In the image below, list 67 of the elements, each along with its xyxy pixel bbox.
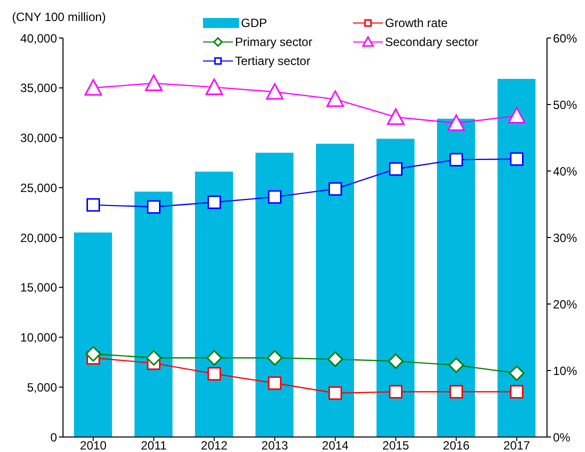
bar [437, 118, 475, 437]
point [266, 83, 284, 100]
bar [376, 138, 414, 437]
point [86, 346, 101, 362]
point [448, 114, 465, 131]
bar [134, 192, 172, 437]
x-tick-label: 2015 [382, 438, 410, 452]
y-tick-label: 5,000 [26, 380, 58, 394]
point [510, 385, 524, 399]
bar [195, 172, 233, 437]
x-tick-label: 2014 [322, 438, 349, 452]
point [267, 350, 282, 366]
point [328, 182, 342, 196]
legend-label: Primary sector [235, 35, 312, 49]
bar [316, 144, 354, 437]
x-tick-label: 2013 [261, 438, 288, 452]
y-tick-label: 25,000 [20, 180, 58, 195]
y-tick-label: 30,000 [20, 131, 58, 146]
y2-tick-label: 20% [553, 297, 578, 312]
point [208, 196, 221, 210]
y-tick-label: 35,000 [20, 81, 58, 96]
y2-tick-label: 40% [553, 164, 578, 178]
point [206, 350, 222, 366]
point [508, 107, 526, 124]
y-tick-label: 15,000 [20, 280, 58, 295]
y2-tick-label: 10% [553, 364, 578, 378]
y2-tick-label: 30% [553, 230, 578, 245]
legend-label: Growth rate [385, 16, 448, 30]
y-tick-label: 40,000 [20, 31, 58, 46]
point [448, 357, 464, 373]
x-tick-label: 2017 [503, 438, 530, 452]
x-tick-label: 2012 [200, 438, 228, 452]
point [206, 78, 223, 95]
point [387, 108, 404, 125]
bar [498, 78, 536, 437]
y-tick-label: 20,000 [20, 230, 58, 245]
y-tick-label: 10,000 [20, 330, 58, 345]
bar [256, 152, 294, 437]
point [326, 90, 344, 107]
point [145, 74, 162, 91]
y-tick-label: 0 [50, 430, 58, 444]
point [268, 190, 282, 204]
legend-label: GDP [241, 16, 268, 30]
point [389, 162, 402, 176]
point [328, 351, 343, 367]
point [389, 385, 402, 399]
x-tick-label: 2011 [140, 438, 167, 452]
x-tick-label: 2010 [80, 438, 107, 452]
y-axis-title: (CNY 100 million) [12, 10, 106, 24]
point [328, 386, 342, 400]
point [388, 353, 404, 369]
x-tick-label: 2016 [442, 438, 470, 452]
point [509, 365, 524, 381]
y2-tick-label: 60% [553, 31, 578, 46]
y2-tick-label: 50% [553, 98, 578, 112]
legend-label: Secondary sector [385, 35, 478, 49]
point [450, 385, 463, 399]
point [147, 200, 160, 214]
point [510, 152, 524, 166]
point [268, 376, 282, 390]
point [84, 79, 102, 96]
bar [74, 232, 112, 437]
legend-label: Tertiary sector [235, 54, 310, 68]
point [146, 350, 162, 366]
point [208, 367, 221, 381]
point [450, 152, 463, 166]
y2-tick-label: 0% [553, 430, 571, 444]
